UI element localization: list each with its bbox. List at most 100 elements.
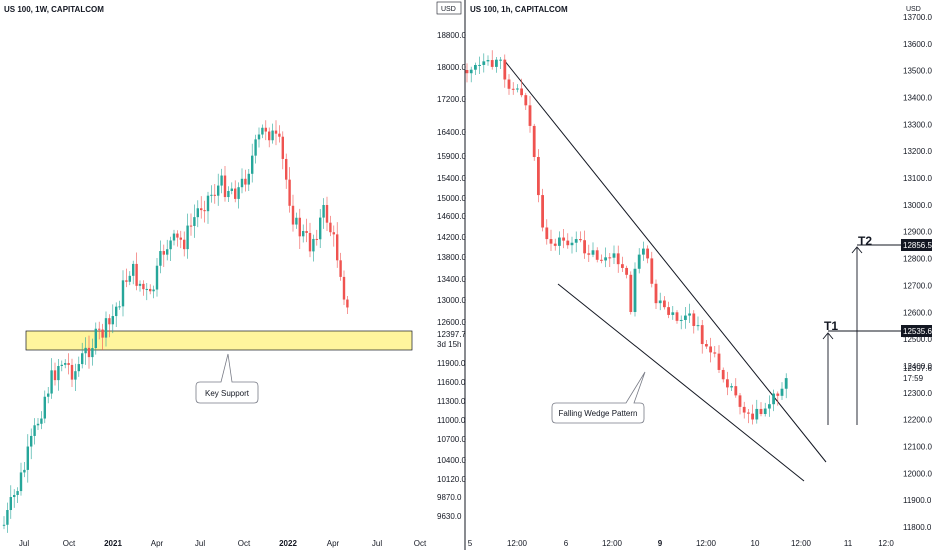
left-candle bbox=[230, 188, 233, 191]
left-candle bbox=[268, 131, 271, 141]
left-candle bbox=[193, 217, 196, 226]
right-y-tick: 12200.0 bbox=[903, 416, 932, 425]
key-support-zone[interactable] bbox=[25, 330, 413, 351]
right-candle bbox=[713, 352, 717, 354]
right-x-tick: 12:0 bbox=[878, 539, 894, 548]
left-chart: US 100, 1W, CAPITALCOM USD 18800.0 18000.… bbox=[2, 1, 466, 548]
left-y-tick: 14200.0 bbox=[437, 233, 466, 242]
left-candle bbox=[19, 472, 23, 492]
right-candle bbox=[541, 195, 544, 228]
left-candle bbox=[179, 237, 182, 240]
left-candle bbox=[152, 289, 155, 292]
left-candle bbox=[111, 316, 114, 325]
right-y-tick: 12000.0 bbox=[903, 469, 932, 478]
right-candle bbox=[465, 70, 469, 74]
right-candle bbox=[503, 59, 507, 80]
left-candle bbox=[196, 208, 199, 218]
right-y-tick: 13000.0 bbox=[903, 201, 932, 210]
left-candle bbox=[36, 423, 40, 426]
left-candle bbox=[57, 365, 60, 381]
right-candle bbox=[524, 95, 528, 106]
left-candle bbox=[43, 396, 46, 419]
right-candle bbox=[621, 264, 624, 268]
target-t2-value: 12856.5 bbox=[903, 241, 932, 250]
wedge-lower-line[interactable] bbox=[557, 283, 805, 482]
right-y-tick: 12100.0 bbox=[903, 442, 932, 451]
right-candle bbox=[776, 393, 780, 396]
right-candle bbox=[478, 64, 481, 66]
left-candle bbox=[128, 275, 131, 282]
left-candle bbox=[281, 136, 284, 159]
right-candle bbox=[616, 253, 620, 265]
right-candle bbox=[675, 312, 679, 321]
left-y-tick: 14600.0 bbox=[437, 212, 466, 221]
left-candle bbox=[213, 194, 216, 196]
right-y-tick: 13100.0 bbox=[903, 174, 932, 183]
left-candle bbox=[237, 187, 240, 199]
right-candle bbox=[772, 393, 775, 405]
right-currency-label: USD bbox=[906, 6, 921, 13]
target-t2[interactable]: T2 bbox=[851, 234, 903, 425]
right-candles bbox=[465, 50, 788, 425]
right-candle bbox=[600, 259, 603, 261]
left-candle bbox=[16, 491, 19, 495]
left-candle bbox=[166, 249, 169, 255]
left-candle bbox=[319, 217, 322, 240]
left-candle bbox=[2, 524, 6, 526]
left-candle bbox=[26, 446, 29, 470]
right-candle bbox=[696, 325, 700, 327]
left-y-tick: 11300.0 bbox=[437, 397, 466, 406]
left-candle bbox=[87, 347, 91, 358]
right-candle bbox=[755, 408, 759, 420]
right-y-tick: 12600.0 bbox=[903, 308, 932, 317]
left-y-tick: 12600.0 bbox=[437, 318, 466, 327]
left-candle bbox=[271, 130, 274, 141]
right-x-tick: 11 bbox=[844, 539, 853, 548]
left-x-tick: Oct bbox=[238, 539, 251, 548]
target-t1[interactable]: T1 bbox=[822, 319, 903, 425]
right-candle bbox=[469, 69, 473, 74]
right-candle bbox=[574, 239, 578, 243]
right-candle bbox=[780, 388, 784, 396]
right-candle bbox=[549, 239, 553, 244]
left-candle bbox=[33, 425, 36, 436]
key-support-callout[interactable]: Key Support bbox=[195, 353, 259, 404]
left-candle bbox=[138, 283, 142, 286]
right-candle bbox=[734, 386, 738, 396]
left-y-tick: 11600.0 bbox=[437, 378, 466, 387]
left-candle bbox=[142, 283, 145, 290]
falling-wedge-callout[interactable]: Falling Wedge Pattern bbox=[551, 371, 646, 424]
left-x-tick: Jul bbox=[372, 539, 382, 548]
right-candle bbox=[591, 250, 595, 255]
left-currency-box[interactable] bbox=[436, 1, 462, 15]
right-x-tick: 6 bbox=[564, 539, 569, 548]
left-x-tick: 2022 bbox=[279, 539, 297, 548]
right-y-tick: 12400.0 bbox=[903, 362, 932, 371]
right-candle bbox=[583, 240, 586, 254]
left-candle bbox=[329, 222, 332, 233]
right-price-badge: 12397.6 bbox=[903, 364, 932, 373]
left-candle bbox=[247, 173, 250, 185]
right-y-tick: 13200.0 bbox=[903, 147, 932, 156]
right-candle bbox=[759, 408, 763, 415]
left-y-tick: 15900.0 bbox=[437, 152, 466, 161]
left-candle bbox=[108, 318, 111, 325]
right-candle bbox=[545, 227, 549, 240]
right-y-tick: 12500.0 bbox=[903, 335, 932, 344]
right-candle bbox=[595, 250, 599, 260]
left-candle bbox=[223, 175, 227, 198]
left-candle bbox=[200, 208, 203, 211]
right-candle bbox=[688, 313, 691, 316]
left-candle bbox=[84, 347, 87, 354]
right-x-tick: 9 bbox=[658, 539, 663, 548]
left-candle bbox=[298, 217, 301, 237]
right-candle bbox=[717, 353, 721, 370]
left-candle bbox=[172, 233, 176, 241]
left-candle bbox=[60, 364, 63, 366]
right-y-tick: 13600.0 bbox=[903, 40, 932, 49]
left-y-tick: 9630.0 bbox=[437, 512, 462, 521]
left-x-tick: Jul bbox=[195, 539, 205, 548]
left-candle bbox=[302, 231, 305, 237]
right-candle bbox=[558, 237, 561, 246]
left-candle bbox=[121, 280, 125, 307]
